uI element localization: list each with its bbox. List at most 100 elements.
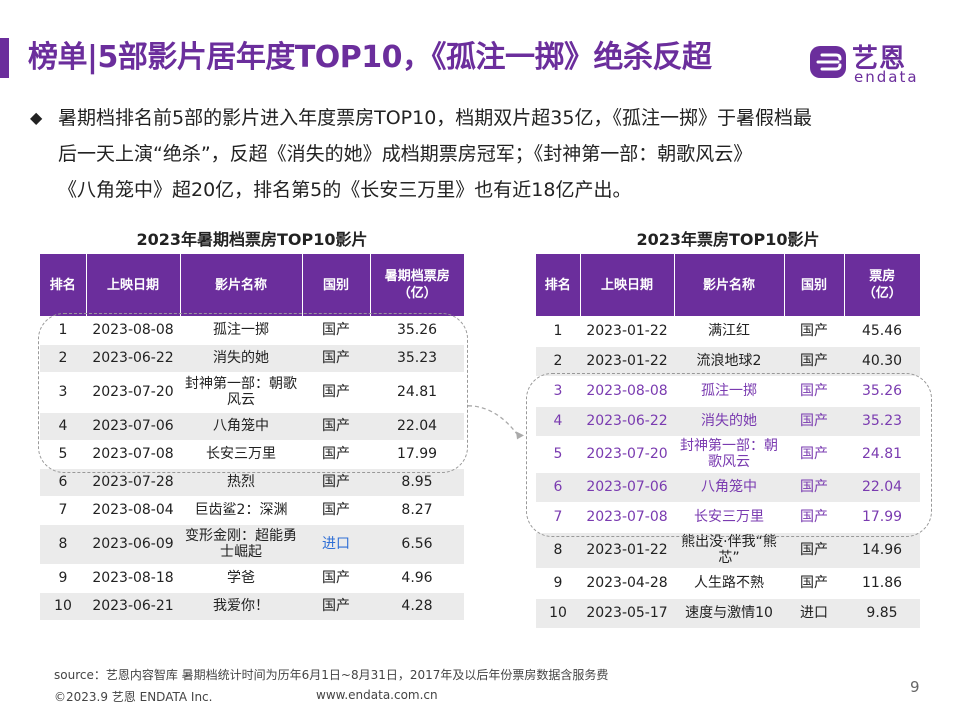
- table-cell: 2: [536, 346, 580, 377]
- table-cell: 24.81: [844, 436, 920, 473]
- summary-line-2: 后一天上演“绝杀”，反超《消失的她》成档期票房冠军；《封神第一部：朝歌风云》: [58, 143, 753, 165]
- right-table-title: 2023年票房TOP10影片: [636, 230, 820, 249]
- logo-english-text: endata: [854, 68, 919, 86]
- table-cell: 8: [536, 532, 580, 569]
- table-cell: 孤注一掷: [674, 376, 784, 407]
- table-cell: 国产: [302, 592, 370, 621]
- table-cell: 24.81: [370, 372, 464, 413]
- table-cell: 11.86: [844, 568, 920, 599]
- table-cell: 2023-07-08: [580, 502, 674, 533]
- column-header: 上映日期: [86, 254, 181, 316]
- table-cell: 8.27: [370, 496, 464, 525]
- table-cell: 2023-07-06: [580, 472, 674, 503]
- table-row: 9 2023-08-18 学爸 国产 4.96: [40, 564, 464, 593]
- endata-logo: 艺恩 endata: [808, 40, 938, 88]
- table-cell: 流浪地球2: [674, 346, 784, 377]
- table-row: 10 2023-05-17 速度与激情10 进口 9.85: [536, 598, 920, 629]
- table-row: 4 2023-06-22 消失的她 国产 35.23: [536, 406, 920, 437]
- table-cell: 速度与激情10: [674, 598, 784, 629]
- table-cell: 10: [536, 598, 580, 629]
- table-cell: 2: [40, 344, 86, 373]
- table-cell: 3: [40, 372, 86, 413]
- table-cell: 1: [536, 316, 580, 347]
- table-cell: 熊出没·伴我“熊芯”: [674, 532, 784, 569]
- annual-top10-table: 排名 上映日期 影片名称 国别 票房 （亿） 1 2023-01-22 满江红 国产 45.46 2…: [536, 254, 920, 629]
- table-cell: 10: [40, 592, 86, 621]
- table-row: 1 2023-01-22 满江红 国产 45.46: [536, 316, 920, 347]
- table-cell: 国产: [302, 440, 370, 469]
- table-cell: 国产: [302, 372, 370, 413]
- table-cell: 国产: [784, 406, 844, 437]
- table-cell: 进口: [302, 524, 370, 565]
- table-cell: 进口: [784, 598, 844, 629]
- table-row: 4 2023-07-06 八角笼中 国产 22.04: [40, 412, 464, 441]
- column-header: 暑期档票房 （亿）: [370, 254, 464, 316]
- left-table-title: 2023年暑期档票房TOP10影片: [136, 230, 368, 249]
- table-cell: 2023-01-22: [580, 316, 674, 347]
- table-cell: 2023-08-08: [580, 376, 674, 407]
- table-cell: 7: [40, 496, 86, 525]
- table-cell: 2023-07-20: [86, 372, 180, 413]
- table-cell: 14.96: [844, 532, 920, 569]
- column-header: 排名: [40, 254, 87, 316]
- table-cell: 消失的她: [180, 344, 302, 373]
- table-cell: 2023-01-22: [580, 532, 674, 569]
- column-header: 影片名称: [180, 254, 303, 316]
- table-row: 7 2023-07-08 长安三万里 国产 17.99: [536, 502, 920, 533]
- table-cell: 9.85: [844, 598, 920, 629]
- summary-line-3: 《八角笼中》超20亿，排名第5的《长安三万里》也有近18亿产出。: [58, 179, 632, 201]
- table-cell: 9: [536, 568, 580, 599]
- table-row: 2 2023-06-22 消失的她 国产 35.23: [40, 344, 464, 373]
- table-cell: 消失的她: [674, 406, 784, 437]
- table-row: 3 2023-07-20 封神第一部：朝歌风云 国产 24.81: [40, 372, 464, 413]
- table-cell: 国产: [784, 472, 844, 503]
- table-row: 9 2023-04-28 人生路不熟 国产 11.86: [536, 568, 920, 599]
- table-cell: 35.23: [370, 344, 464, 373]
- table-cell: 2023-06-09: [86, 524, 180, 565]
- table-cell: 2023-07-06: [86, 412, 180, 441]
- left-highlight-outline: [38, 313, 468, 473]
- table-cell: 2023-07-08: [86, 440, 180, 469]
- table-cell: 八角笼中: [674, 472, 784, 503]
- table-cell: 长安三万里: [180, 440, 302, 469]
- table-cell: 国产: [302, 344, 370, 373]
- column-header: 国别: [784, 254, 845, 316]
- table-row: 2 2023-01-22 流浪地球2 国产 40.30: [536, 346, 920, 377]
- summary-line-1: 暑期档排名前5部的影片进入年度票房TOP10，档期双片超35亿，《孤注一掷》于暑…: [58, 107, 812, 129]
- table-cell: 4: [40, 412, 86, 441]
- table-row: 10 2023-06-21 我爱你！ 国产 4.28: [40, 592, 464, 621]
- table-cell: 2023-06-22: [86, 344, 180, 373]
- table-cell: 2023-08-18: [86, 564, 180, 593]
- source-note: source：艺恩内容智库 暑期档统计时间为历年6月1日~8月31日，2017年…: [54, 668, 609, 682]
- table-cell: 封神第一部：朝歌风云: [674, 436, 784, 473]
- table-cell: 国产: [784, 568, 844, 599]
- column-header: 影片名称: [674, 254, 785, 316]
- table-cell: 八角笼中: [180, 412, 302, 441]
- copyright-text: ©2023.9 艺恩 ENDATA Inc.: [54, 690, 213, 704]
- table-row: 8 2023-01-22 熊出没·伴我“熊芯” 国产 14.96: [536, 532, 920, 569]
- table-cell: 8: [40, 524, 86, 565]
- table-cell: 国产: [302, 412, 370, 441]
- table-cell: 4.28: [370, 592, 464, 621]
- table-cell: 国产: [784, 502, 844, 533]
- summary-bullet: ◆ 暑期档排名前5部的影片进入年度票房TOP10，档期双片超35亿，《孤注一掷》…: [30, 100, 930, 208]
- table-cell: 长安三万里: [674, 502, 784, 533]
- column-header: 排名: [536, 254, 581, 316]
- diamond-bullet-icon: ◆: [30, 108, 43, 127]
- table-cell: 2023-01-22: [580, 346, 674, 377]
- table-cell: 国产: [784, 436, 844, 473]
- table-header-row: 排名 上映日期 影片名称 国别 票房 （亿）: [536, 254, 920, 316]
- table-cell: 人生路不熟: [674, 568, 784, 599]
- table-cell: 22.04: [844, 472, 920, 503]
- table-cell: 9: [40, 564, 86, 593]
- table-cell: 45.46: [844, 316, 920, 347]
- table-cell: 国产: [784, 532, 844, 569]
- table-cell: 6.56: [370, 524, 464, 565]
- table-cell: 2023-06-22: [580, 406, 674, 437]
- column-header: 票房 （亿）: [844, 254, 920, 316]
- table-cell: 巨齿鲨2：深渊: [180, 496, 302, 525]
- table-cell: 孤注一掷: [180, 316, 302, 345]
- right-highlight-outline: [526, 373, 932, 537]
- summer-top10-table: 排名 上映日期 影片名称 国别 暑期档票房 （亿） 1 2023-08-08 孤注一掷 国产 35…: [40, 254, 464, 621]
